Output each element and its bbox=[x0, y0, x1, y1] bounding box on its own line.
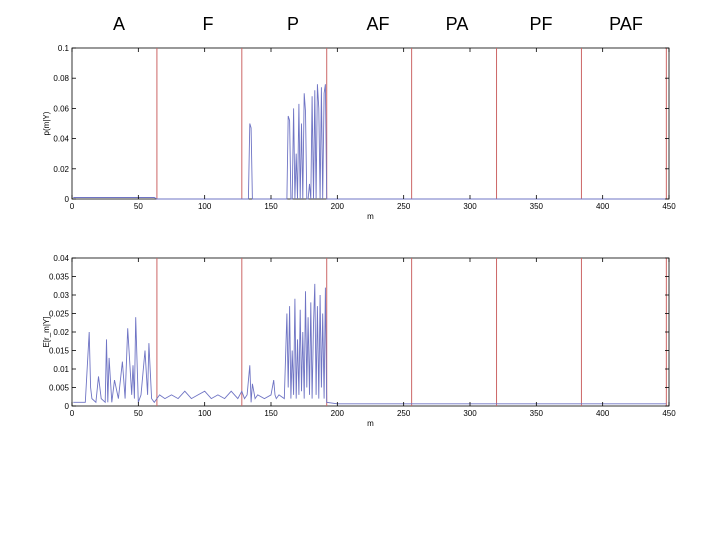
chart2-x-tick-label: 150 bbox=[264, 409, 278, 418]
chart1-y-tick-label: 0.08 bbox=[53, 74, 69, 83]
chart2-x-tick-label: 350 bbox=[530, 409, 544, 418]
chart1-x-tick-label: 300 bbox=[463, 202, 477, 211]
group-label-pf: PF bbox=[529, 14, 553, 34]
chart1-y-tick-label: 0 bbox=[65, 195, 70, 204]
chart1-y-tick-label: 0.02 bbox=[53, 165, 69, 174]
chart1-x-tick-label: 0 bbox=[70, 202, 75, 211]
chart1-x-tick-label: 400 bbox=[596, 202, 610, 211]
group-label-f: F bbox=[202, 14, 214, 34]
chart2-x-tick-label: 50 bbox=[134, 409, 143, 418]
chart2-y-axis-label: E[r_m|Y] bbox=[42, 317, 51, 348]
chart2-x-tick-label: 300 bbox=[463, 409, 477, 418]
chart2-y-tick-label: 0.005 bbox=[49, 384, 70, 393]
chart1-x-axis-label: m bbox=[367, 212, 374, 221]
group-label-paf: PAF bbox=[609, 14, 643, 34]
group-label-p: P bbox=[286, 14, 300, 34]
chart2-x-tick-label: 0 bbox=[70, 409, 75, 418]
chart1-x-tick-label: 250 bbox=[397, 202, 411, 211]
group-label-af: AF bbox=[366, 14, 390, 34]
group-label-a: A bbox=[112, 14, 126, 34]
chart1-group: 0 50 100 150 200 250 300 350 400 450 0 0.02 0.04 0.06… bbox=[42, 44, 676, 221]
chart1-x-tick-label: 50 bbox=[134, 202, 143, 211]
chart1-y-tick-label: 0.06 bbox=[53, 104, 69, 113]
chart2-y-tick-label: 0.02 bbox=[53, 328, 69, 337]
chart2-y-tick-label: 0 bbox=[65, 402, 70, 411]
chart1-x-tick-label: 450 bbox=[662, 202, 676, 211]
chart2-x-tick-label: 200 bbox=[331, 409, 345, 418]
chart2-x-tick-label: 400 bbox=[596, 409, 610, 418]
chart2-series-line bbox=[73, 283, 667, 405]
chart1-y-tick-label: 0.04 bbox=[53, 135, 69, 144]
chart2-y-tick-label: 0.03 bbox=[53, 291, 69, 300]
chart1-axes-frame bbox=[71, 47, 670, 200]
chart2-group: 0 50 100 150 200 250 300 350 400 450 0 0.005 0.01 0.0… bbox=[42, 254, 676, 428]
chart2-axes-frame bbox=[71, 257, 670, 407]
chart2-x-axis-label: m bbox=[367, 419, 374, 428]
chart1-y-axis-label: p(m|Y) bbox=[42, 111, 51, 135]
chart1-x-tick-label: 100 bbox=[198, 202, 212, 211]
chart1-y-tick-label: 0.1 bbox=[58, 44, 70, 53]
chart2-x-tick-label: 100 bbox=[198, 409, 212, 418]
chart1-x-tick-label: 350 bbox=[530, 202, 544, 211]
chart2-y-tick-label: 0.035 bbox=[49, 273, 70, 282]
chart2-x-tick-label: 450 bbox=[662, 409, 676, 418]
chart2-y-tick-label: 0.025 bbox=[49, 310, 70, 319]
group-label-pa: PA bbox=[445, 14, 469, 34]
chart2-y-tick-label: 0.04 bbox=[53, 254, 69, 263]
chart1-x-tick-label: 150 bbox=[264, 202, 278, 211]
chart1-x-tick-label: 200 bbox=[331, 202, 345, 211]
chart2-y-tick-label: 0.01 bbox=[53, 365, 69, 374]
chart1-series-line bbox=[73, 84, 667, 200]
chart2-x-tick-label: 250 bbox=[397, 409, 411, 418]
chart2-y-tick-label: 0.015 bbox=[49, 347, 70, 356]
